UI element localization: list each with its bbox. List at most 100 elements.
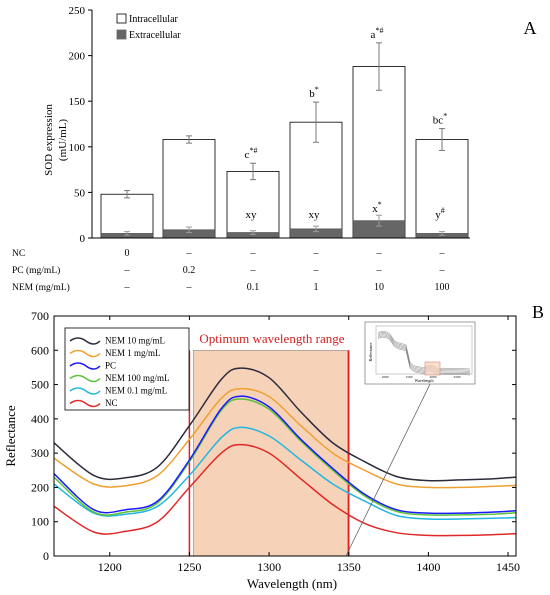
inset-xtick-label: 1000: [382, 375, 389, 379]
b-ytick-label: 0: [43, 549, 49, 563]
treatment-cell: –: [376, 248, 383, 259]
series-line: [53, 367, 517, 482]
panel-b-axes: 1200 1250 1300 1350 1400 1450 0 100 200 300 400 500…: [31, 309, 520, 574]
b-xtick-label: 1450: [496, 560, 520, 574]
legend-line: [69, 387, 101, 395]
panel-b: B Reflectance Wavelength (nm) 1200 1250 13…: [3, 302, 544, 591]
legend-line: [69, 399, 101, 408]
b-xtick-label: 1300: [257, 560, 281, 574]
legend-line: [69, 374, 101, 383]
legend-label: NC: [105, 398, 118, 408]
panel-a-legend: Intracellular Extracellular: [116, 13, 181, 41]
panel-a-ylabel-line1: SOD expression: [43, 104, 55, 176]
series-line: [53, 426, 517, 520]
b-ytick-label: 700: [31, 309, 49, 323]
panel-b-ylabel: Reflectance: [3, 405, 18, 467]
row-label-nc: NC: [12, 249, 25, 259]
treatment-cell: –: [250, 265, 257, 276]
significance-label-extracellular: xy: [246, 209, 258, 221]
region-label: Optimum wavelength range: [199, 331, 344, 346]
legend-label: PC: [105, 361, 116, 371]
series-line: [53, 395, 517, 515]
b-ytick-label: 400: [31, 412, 49, 426]
inset-x-ticks: 1000 1500 2000 2500: [382, 375, 461, 379]
legend-label-extracellular: Extracellular: [129, 30, 181, 41]
panel-b-label: B: [532, 302, 544, 322]
treatment-cell: 1: [314, 282, 319, 293]
significance-label-extracellular: y#: [435, 206, 445, 221]
b-ytick-label: 200: [31, 480, 49, 494]
significance-label-intracellular: bc*: [433, 112, 447, 127]
significance-label-intracellular: c*#: [245, 146, 258, 161]
treatment-cell: –: [439, 265, 446, 276]
a-ytick-label: 0: [80, 233, 86, 245]
series-line: [53, 443, 517, 537]
bar-intracellular: [162, 139, 216, 239]
treatment-table-cells: 0 – – – – – – 0.2 – – – – – – 0.1 1 10 100: [124, 248, 450, 293]
bar-intracellular: [352, 66, 406, 239]
treatment-cell: –: [313, 265, 320, 276]
a-ytick-label: 250: [69, 5, 86, 17]
b-xtick-label: 1350: [337, 560, 361, 574]
b-xtick-label: 1400: [416, 560, 440, 574]
panel-a-label: A: [524, 18, 537, 38]
bar-intracellular: [226, 171, 280, 239]
b-xtick-label: 1200: [98, 560, 122, 574]
panel-b-plot-frame: [53, 315, 517, 557]
inset-spectrum: Reflectance Wavelength 1000 1500 2000 2500: [345, 321, 476, 557]
treatment-cell: 0: [125, 248, 130, 259]
legend-swatch-intracellular: [116, 13, 127, 24]
treatment-cell: –: [124, 282, 131, 293]
panel-b-xlabel: Wavelength (nm): [247, 576, 337, 591]
legend-line: [69, 337, 101, 345]
inset-xlabel: Wavelength: [414, 378, 433, 383]
inset-connector-bottom: [345, 377, 434, 557]
a-ytick-label: 150: [69, 96, 86, 108]
legend-label: NEM 0.1 mg/mL: [105, 386, 167, 396]
series-line: [53, 398, 517, 516]
legend-label: NEM 1 mg/mL: [105, 348, 161, 358]
series-line: [53, 387, 517, 489]
treatment-cell: –: [439, 248, 446, 259]
inset-ylabel: Reflectance: [368, 342, 373, 361]
bar-intracellular: [415, 139, 469, 239]
b-xtick-label: 1250: [177, 560, 201, 574]
legend-line: [69, 349, 101, 358]
treatment-cell: –: [313, 248, 320, 259]
panel-b-legend: NEM 10 mg/mL NEM 1 mg/mL PC NEM 100 mg/mL NE…: [64, 327, 190, 411]
panel-a-bars: c*# xy b* xy a*# x* bc* y#: [100, 26, 469, 239]
b-ytick-label: 600: [31, 343, 49, 357]
legend-label: NEM 100 mg/mL: [105, 373, 170, 383]
legend-label: NEM 10 mg/mL: [105, 336, 165, 346]
treatment-cell: –: [186, 282, 193, 293]
significance-label-extracellular: x*: [372, 200, 382, 215]
treatment-cell: –: [186, 248, 193, 259]
panel-a: A SOD expression (mU/mL) 050100150200250…: [12, 5, 537, 293]
significance-label-intracellular: a*#: [371, 26, 384, 41]
legend-line: [69, 362, 101, 370]
b-ytick-label: 500: [31, 378, 49, 392]
row-label-nem: NEM (mg/mL): [12, 282, 70, 293]
a-ytick-label: 100: [69, 142, 86, 154]
panel-a-y-axis: 0 50 100 150 200 250: [69, 5, 92, 245]
legend-label-intracellular: Intracellular: [129, 14, 179, 25]
treatment-cell: 0.2: [183, 265, 196, 276]
panel-a-ylabel-line2: (mU/mL): [57, 119, 69, 161]
treatment-cell: –: [376, 265, 383, 276]
a-ytick-label: 200: [69, 51, 86, 63]
significance-label-extracellular: xy: [309, 209, 321, 221]
treatment-cell: 10: [374, 282, 384, 293]
inset-xtick-label: 2000: [430, 375, 437, 379]
significance-label-intracellular: b*: [309, 85, 319, 100]
inset-xtick-label: 1500: [406, 375, 413, 379]
panel-b-lines: [53, 367, 517, 537]
treatment-cell: –: [250, 248, 257, 259]
row-label-pc: PC (mg/mL): [12, 265, 60, 276]
legend-swatch-extracellular: [116, 29, 127, 40]
b-ytick-label: 300: [31, 446, 49, 460]
treatment-table: NC PC (mg/mL) NEM (mg/mL) 0 – – – – – – 0.2 – – – –…: [12, 248, 450, 293]
b-ytick-label: 100: [31, 515, 49, 529]
a-ytick-label: 50: [74, 187, 86, 199]
inset-xtick-label: 2500: [454, 375, 461, 379]
